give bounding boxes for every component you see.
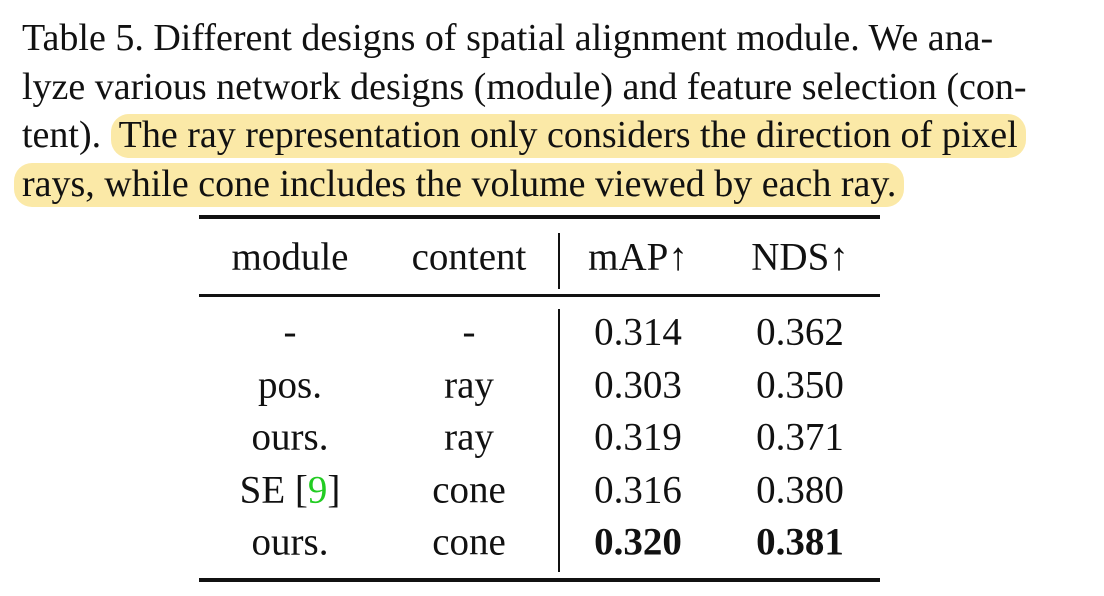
results-table: module content mAP↑ NDS↑ - - 0.314 0.362…: [199, 215, 880, 582]
caption-line-1: Table 5. Different designs of spatial al…: [22, 17, 994, 59]
caption-line-4: rays, while cone includes the volume vie…: [14, 160, 1082, 209]
cell-nds-best: 0.381: [756, 520, 844, 564]
caption-plain-text: tent).: [22, 114, 102, 156]
cell-map: 0.303: [594, 363, 682, 407]
table-row: ours. cone 0.320 0.381: [199, 516, 880, 569]
citation-link[interactable]: 9: [307, 468, 328, 512]
cell-module: SE [9]: [240, 470, 341, 509]
cell-map: 0.316: [594, 468, 682, 512]
table-header-row: module content mAP↑ NDS↑: [199, 219, 880, 294]
caption-line-2: lyze various network designs (module) an…: [22, 65, 1027, 108]
table-row: - - 0.314 0.362: [199, 306, 880, 359]
table-mid-rule: [199, 294, 880, 297]
header-map: mAP↑: [588, 235, 688, 278]
cell-module: pos.: [258, 363, 322, 407]
cell-nds: 0.362: [756, 310, 844, 354]
cell-module-prefix: SE [: [239, 468, 308, 512]
header-column-divider: [558, 233, 560, 289]
cell-map: 0.319: [594, 415, 682, 459]
cell-content: cone: [432, 520, 506, 564]
header-module: module: [231, 235, 349, 278]
cell-content: ray: [444, 415, 494, 459]
caption-highlight[interactable]: The ray representation only considers th…: [110, 114, 1026, 158]
cell-content: cone: [432, 468, 506, 512]
cell-map-best: 0.320: [594, 520, 682, 564]
table-row: SE [9] cone 0.316 0.380: [199, 464, 880, 517]
cell-map: 0.314: [594, 310, 682, 354]
table-row: ours. ray 0.319 0.371: [199, 411, 880, 464]
cell-nds: 0.371: [756, 415, 844, 459]
cell-module: ours.: [251, 415, 329, 459]
header-content: content: [411, 235, 527, 278]
caption-line-3: tent). The ray representation only consi…: [22, 111, 1082, 160]
cell-module: ours.: [251, 520, 329, 564]
table-row: pos. ray 0.303 0.350: [199, 359, 880, 412]
cell-module: -: [283, 310, 297, 354]
cell-module-suffix: ]: [327, 468, 341, 512]
cell-nds: 0.350: [756, 363, 844, 407]
header-nds: NDS↑: [751, 235, 849, 278]
table-caption: Table 5. Different designs of spatial al…: [14, 14, 1082, 208]
table-top-rule: [199, 215, 880, 219]
cell-content: ray: [444, 363, 494, 407]
cell-nds: 0.380: [756, 468, 844, 512]
table-body: - - 0.314 0.362 pos. ray 0.303 0.350 our…: [199, 297, 880, 578]
body-column-divider: [558, 309, 560, 572]
caption-highlight[interactable]: rays, while cone includes the volume vie…: [14, 162, 905, 207]
cell-content: -: [462, 310, 476, 354]
table-bottom-rule: [199, 577, 880, 582]
